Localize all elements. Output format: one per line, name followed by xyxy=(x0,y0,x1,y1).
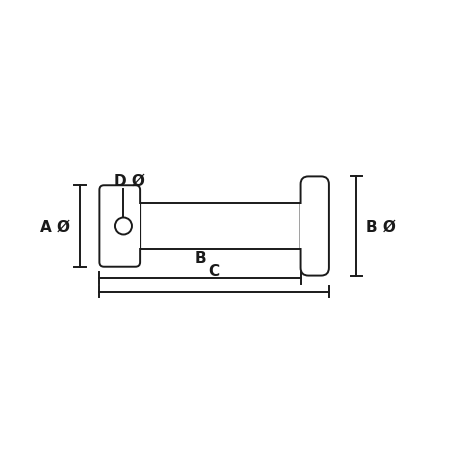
Text: B Ø: B Ø xyxy=(365,219,395,234)
FancyBboxPatch shape xyxy=(300,177,328,276)
FancyBboxPatch shape xyxy=(99,186,140,267)
Text: A Ø: A Ø xyxy=(40,219,70,234)
Bar xyxy=(299,204,301,249)
Circle shape xyxy=(115,218,132,235)
Text: C: C xyxy=(208,263,219,279)
Text: B: B xyxy=(194,250,205,265)
Bar xyxy=(139,203,300,249)
Text: D Ø: D Ø xyxy=(113,173,144,188)
Bar xyxy=(138,204,140,249)
